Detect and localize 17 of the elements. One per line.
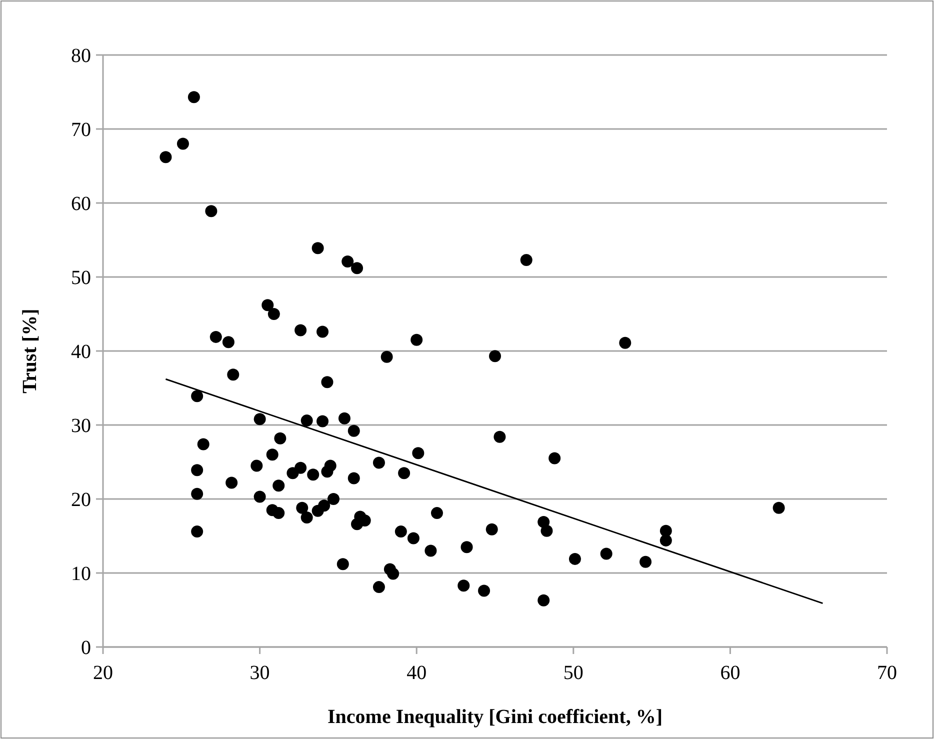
y-tick-label: 60 — [71, 193, 91, 215]
y-tick-label: 70 — [71, 119, 91, 141]
y-axis-title: Trust [%] — [19, 308, 41, 394]
x-tick-label: 70 — [877, 662, 897, 684]
y-tick-label: 40 — [71, 341, 91, 363]
x-tick-label: 40 — [406, 662, 427, 684]
y-tick-label: 20 — [71, 489, 91, 511]
y-tick-label: 0 — [81, 637, 91, 659]
x-tick-label: 20 — [93, 662, 113, 684]
y-tick-label: 10 — [71, 563, 91, 585]
y-tick-label: 50 — [71, 267, 91, 289]
x-tick-label: 60 — [720, 662, 740, 684]
x-axis-title: Income Inequality [Gini coefficient, %] — [328, 706, 662, 728]
y-tick-label: 80 — [71, 45, 91, 67]
y-tick-label: 30 — [71, 415, 91, 437]
x-tick-label: 50 — [563, 662, 584, 684]
x-tick-label: 30 — [250, 662, 270, 684]
